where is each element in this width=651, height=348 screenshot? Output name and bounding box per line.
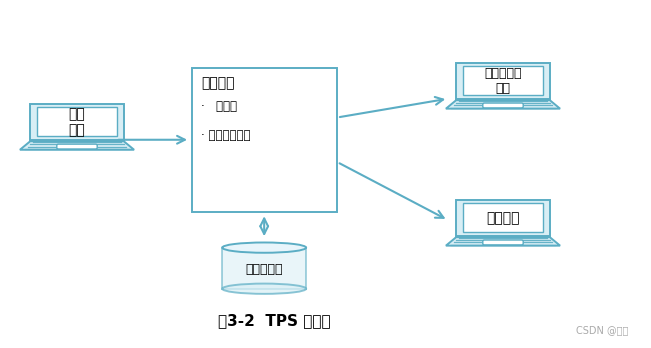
FancyBboxPatch shape — [57, 144, 97, 149]
Polygon shape — [446, 100, 560, 109]
FancyBboxPatch shape — [36, 108, 117, 136]
FancyBboxPatch shape — [456, 200, 550, 236]
Text: 查询处理: 查询处理 — [486, 211, 519, 225]
FancyBboxPatch shape — [30, 104, 124, 140]
Polygon shape — [222, 248, 306, 289]
Ellipse shape — [222, 243, 306, 253]
FancyBboxPatch shape — [191, 68, 337, 212]
FancyBboxPatch shape — [483, 103, 523, 108]
Text: ·   批处理: · 批处理 — [201, 100, 237, 113]
Text: 图3-2  TPS 的构成: 图3-2 TPS 的构成 — [217, 313, 330, 328]
Text: 文件、报表
生成: 文件、报表 生成 — [484, 67, 521, 95]
FancyBboxPatch shape — [463, 66, 544, 95]
Text: 数据处理: 数据处理 — [201, 77, 235, 90]
Text: · 联机实时处理: · 联机实时处理 — [201, 129, 251, 142]
FancyBboxPatch shape — [463, 203, 544, 232]
FancyBboxPatch shape — [456, 63, 550, 99]
Ellipse shape — [222, 284, 306, 294]
Text: CSDN @赫凯: CSDN @赫凯 — [577, 325, 629, 335]
Polygon shape — [446, 237, 560, 246]
FancyBboxPatch shape — [483, 240, 523, 245]
Text: 数据库维护: 数据库维护 — [245, 263, 283, 276]
Polygon shape — [20, 141, 134, 150]
Text: 数据
输入: 数据 输入 — [68, 107, 85, 137]
